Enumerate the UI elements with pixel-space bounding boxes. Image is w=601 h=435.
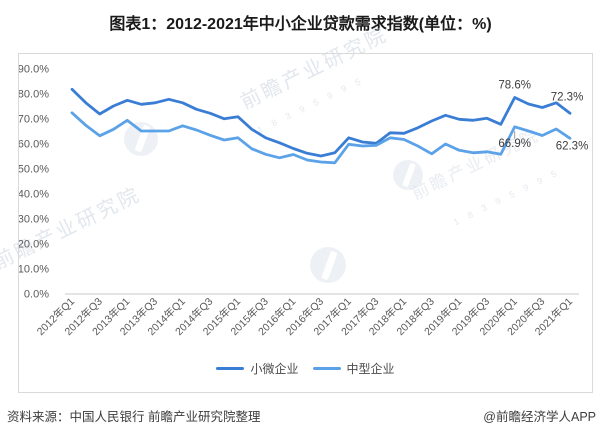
legend-item: 中型企业 — [312, 360, 395, 377]
y-axis-tick-label: 40.0% — [19, 189, 49, 201]
legend: 小微企业 中型企业 — [19, 360, 592, 377]
legend-item: 小微企业 — [216, 360, 299, 377]
legend-label: 中型企业 — [346, 362, 395, 376]
chart-area: 90.0% 80.0% 70.0% 60.0% 50.0% 40.0% 30.0% 20.0%… — [18, 53, 593, 393]
y-axis-tick-label: 20.0% — [19, 239, 49, 251]
data-point-label: 66.9% — [498, 138, 531, 150]
series-line — [70, 111, 572, 165]
page-title: 图表1：2012-2021年中小企业贷款需求指数(单位：%) — [109, 16, 492, 33]
watermark-logo-icon — [393, 160, 423, 190]
y-axis-tick-label: 0.0% — [24, 289, 49, 301]
y-axis-tick-label: 30.0% — [19, 214, 49, 226]
source-note: 资料来源：中国人民银行 前瞻产业研究院整理 — [7, 410, 261, 424]
y-axis-tick-label: 70.0% — [19, 114, 49, 126]
y-axis-tick-label: 60.0% — [19, 139, 49, 151]
series-line — [70, 87, 572, 158]
y-axis-tick-label: 80.0% — [19, 89, 49, 101]
data-point-label: 78.6% — [498, 80, 531, 92]
legend-line-swatch — [216, 367, 245, 370]
watermark-logo-icon — [310, 247, 346, 283]
y-axis-tick-label: 50.0% — [19, 164, 49, 176]
data-point-label: 62.3% — [556, 140, 589, 152]
brand-credit: @前瞻经济学人APP — [483, 410, 596, 424]
legend-label: 小微企业 — [250, 362, 299, 376]
watermark-logo-icon — [124, 122, 158, 156]
y-axis-tick-label: 10.0% — [19, 264, 49, 276]
data-point-label: 72.3% — [551, 91, 584, 103]
y-axis-tick-label: 90.0% — [19, 64, 49, 76]
plot-svg: 90.0% 80.0% 70.0% 60.0% 50.0% 40.0% 30.0% 20.0%… — [19, 64, 589, 338]
legend-line-swatch — [312, 367, 341, 370]
